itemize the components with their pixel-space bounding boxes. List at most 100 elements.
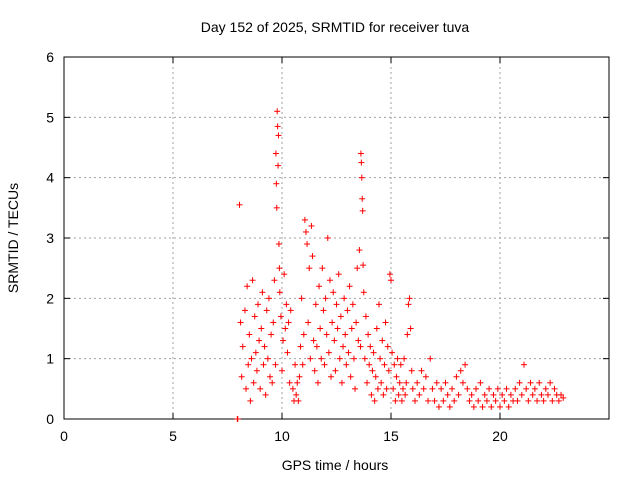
data-point xyxy=(446,403,453,410)
data-point xyxy=(425,397,432,404)
data-point xyxy=(394,355,401,362)
data-point xyxy=(301,216,308,223)
data-point xyxy=(527,379,534,386)
data-point xyxy=(455,391,462,398)
data-point xyxy=(358,174,365,181)
data-point xyxy=(494,385,501,392)
data-point xyxy=(287,307,294,314)
data-point xyxy=(337,313,344,320)
data-point xyxy=(507,391,514,398)
data-point xyxy=(497,403,503,410)
data-point xyxy=(311,367,318,374)
data-point xyxy=(265,295,272,302)
data-point xyxy=(323,331,330,338)
data-point xyxy=(373,325,380,332)
data-point xyxy=(356,247,363,254)
data-point xyxy=(352,385,359,392)
data-point xyxy=(304,241,311,248)
data-point xyxy=(462,361,469,368)
data-point xyxy=(366,361,373,368)
data-point xyxy=(357,343,364,350)
data-point xyxy=(518,391,525,398)
data-point xyxy=(360,289,367,296)
data-point xyxy=(372,373,379,380)
x-tick-label: 20 xyxy=(492,428,508,444)
data-point xyxy=(399,385,406,392)
data-point xyxy=(279,367,285,374)
data-point xyxy=(486,385,493,392)
y-tick-label: 3 xyxy=(46,230,54,246)
y-tick-label: 6 xyxy=(46,49,54,65)
data-point xyxy=(449,385,456,392)
data-point xyxy=(248,355,255,362)
y-tick-label: 0 xyxy=(46,411,54,427)
data-point xyxy=(295,397,302,404)
data-point xyxy=(411,397,418,404)
data-point xyxy=(358,159,365,166)
data-point xyxy=(386,271,393,278)
data-point xyxy=(331,337,338,344)
data-point xyxy=(261,343,268,350)
data-point xyxy=(299,361,306,368)
data-point xyxy=(298,295,305,302)
data-point xyxy=(397,361,404,368)
data-point xyxy=(318,355,325,362)
data-point xyxy=(322,295,329,302)
data-point xyxy=(378,379,385,386)
data-point xyxy=(283,301,290,308)
data-point xyxy=(479,403,486,410)
data-point xyxy=(404,331,411,338)
data-point xyxy=(503,385,510,392)
y-tick-label: 5 xyxy=(46,109,54,125)
y-tick-label: 2 xyxy=(46,290,54,306)
data-point xyxy=(354,265,361,272)
data-point xyxy=(285,319,292,326)
data-point xyxy=(396,379,403,386)
data-point xyxy=(383,385,390,392)
data-point xyxy=(325,349,332,356)
data-point xyxy=(257,385,264,392)
data-point xyxy=(319,265,326,272)
data-point xyxy=(475,397,482,404)
data-point xyxy=(282,325,289,332)
data-point xyxy=(395,391,402,398)
data-point xyxy=(309,253,316,260)
data-point xyxy=(427,355,434,362)
data-point xyxy=(353,319,360,326)
data-point xyxy=(245,361,252,368)
data-point xyxy=(360,262,367,269)
data-point xyxy=(347,373,354,380)
data-point xyxy=(376,301,383,308)
data-point xyxy=(338,379,345,386)
data-point xyxy=(367,343,374,350)
data-point xyxy=(433,379,440,386)
data-point xyxy=(241,307,248,314)
y-tick-label: 1 xyxy=(46,351,54,367)
data-point xyxy=(414,379,421,386)
data-point xyxy=(534,397,541,404)
data-point xyxy=(408,367,415,374)
data-point xyxy=(359,207,366,214)
data-point xyxy=(280,337,287,344)
data-point xyxy=(402,391,409,398)
data-point xyxy=(274,108,281,115)
data-point xyxy=(406,295,413,302)
data-point xyxy=(453,373,460,380)
data-point xyxy=(258,325,265,332)
data-point xyxy=(422,373,429,380)
data-point xyxy=(296,373,303,380)
data-point xyxy=(300,331,307,338)
data-point xyxy=(542,385,549,392)
data-point xyxy=(407,325,414,332)
data-point xyxy=(473,385,480,392)
data-point xyxy=(398,397,405,404)
data-point xyxy=(263,307,270,314)
data-point xyxy=(405,301,412,308)
data-point xyxy=(293,391,300,398)
data-point xyxy=(555,397,562,404)
y-tick-label: 4 xyxy=(46,170,54,186)
data-point xyxy=(336,355,343,362)
data-point xyxy=(342,331,349,338)
data-point xyxy=(292,361,299,368)
data-point xyxy=(501,397,508,404)
